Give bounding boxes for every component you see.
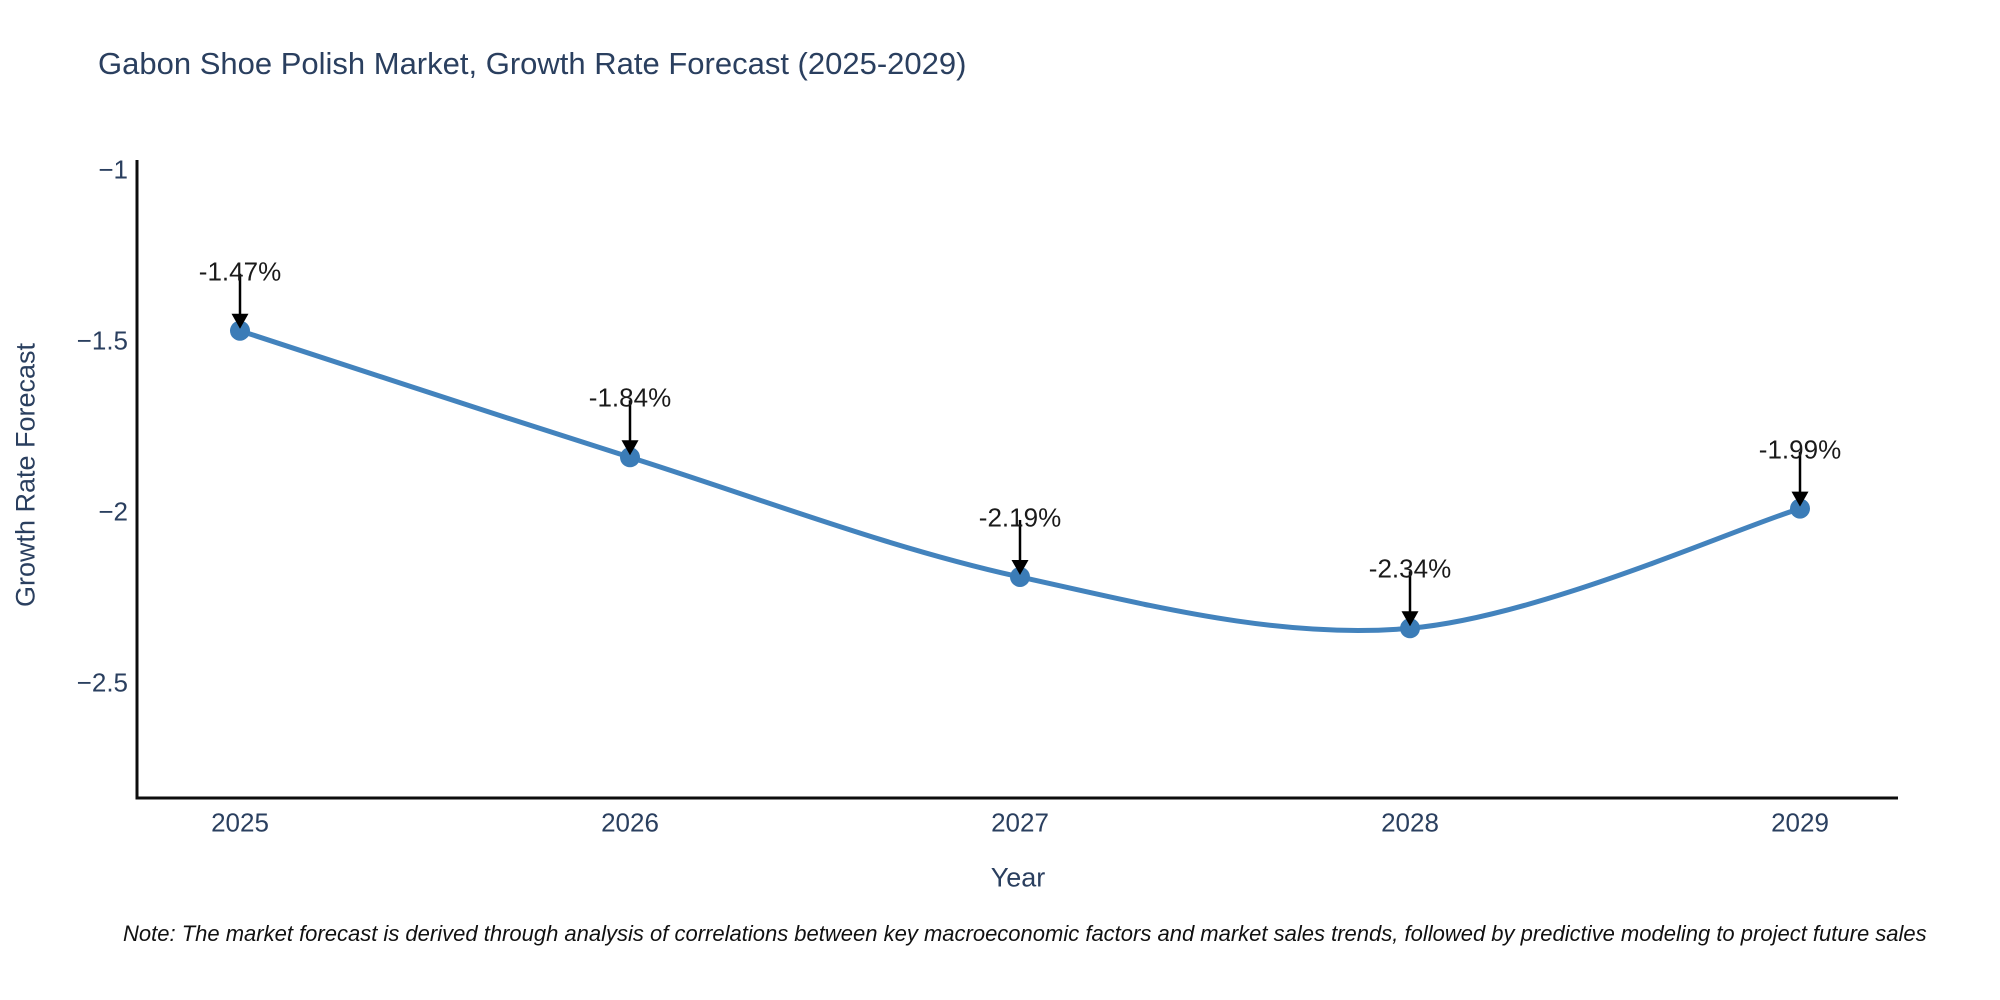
data-point-marker [1400, 618, 1420, 639]
y-tick-label: −2.5 [76, 667, 128, 698]
y-axis-title: Growth Rate Forecast [10, 342, 41, 608]
annotation-arrowhead [621, 440, 639, 456]
point-value-label: -2.34% [1368, 553, 1452, 584]
x-tick-label: 2025 [211, 807, 269, 838]
y-tick-label: −1 [98, 154, 128, 185]
annotation-arrowhead [1401, 611, 1419, 627]
data-point-marker [1010, 566, 1030, 587]
point-value-label: -2.19% [978, 502, 1062, 533]
x-tick-label: 2026 [601, 807, 659, 838]
annotation-arrowhead [231, 313, 249, 329]
y-tick-label: −2 [98, 496, 128, 527]
point-value-label: -1.84% [588, 382, 672, 413]
data-point-marker [1790, 498, 1810, 519]
x-axis-title: Year [990, 862, 1046, 893]
x-tick-label: 2028 [1381, 807, 1439, 838]
x-tick-label: 2029 [1771, 807, 1829, 838]
point-value-label: -1.99% [1758, 434, 1842, 465]
footnote: Note: The market forecast is derived thr… [123, 921, 1927, 946]
y-tick-label: −1.5 [76, 325, 128, 356]
annotation-arrowhead [1011, 559, 1029, 575]
chart-title: Gabon Shoe Polish Market, Growth Rate Fo… [98, 46, 967, 81]
x-tick-label: 2027 [991, 807, 1049, 838]
annotation-arrowhead [1791, 491, 1809, 507]
data-point-marker [620, 447, 640, 468]
point-value-label: -1.47% [198, 256, 282, 287]
data-point-marker [230, 320, 250, 341]
